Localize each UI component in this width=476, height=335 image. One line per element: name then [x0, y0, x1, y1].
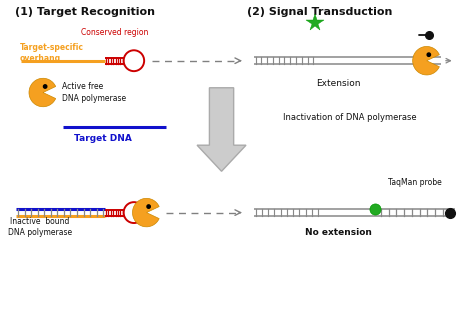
- Text: Target DNA: Target DNA: [74, 134, 131, 143]
- Text: (1) Target Recognition: (1) Target Recognition: [15, 7, 155, 17]
- Text: Extension: Extension: [315, 79, 359, 88]
- Wedge shape: [132, 198, 159, 227]
- Text: No extension: No extension: [304, 228, 371, 237]
- Text: Active free
DNA polymerase: Active free DNA polymerase: [61, 82, 126, 103]
- Text: Inactive  bound
DNA polymerase: Inactive bound DNA polymerase: [8, 217, 71, 237]
- Circle shape: [43, 85, 47, 88]
- Circle shape: [147, 205, 150, 208]
- FancyArrow shape: [197, 88, 246, 171]
- Wedge shape: [412, 47, 438, 75]
- Text: Target-specific
overhang: Target-specific overhang: [20, 43, 83, 63]
- Text: TaqMan probe: TaqMan probe: [387, 179, 441, 188]
- Text: Inactivation of DNA polymerase: Inactivation of DNA polymerase: [282, 113, 416, 122]
- Text: Conserved region: Conserved region: [80, 28, 148, 37]
- Text: (2) Signal Transduction: (2) Signal Transduction: [247, 7, 392, 17]
- Circle shape: [426, 53, 429, 56]
- Wedge shape: [29, 78, 56, 107]
